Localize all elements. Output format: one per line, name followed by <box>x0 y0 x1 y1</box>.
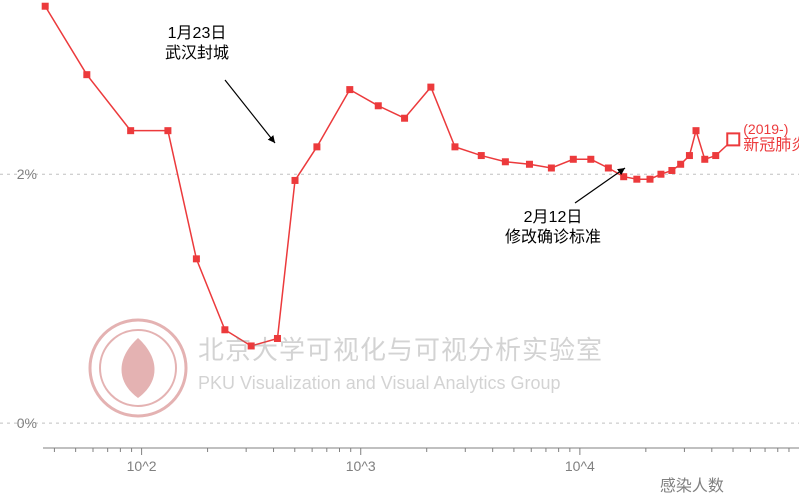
series-marker <box>713 153 719 159</box>
series-year: (2019-) <box>743 121 799 137</box>
annotation-line2: 武汉封城 <box>165 44 229 64</box>
annotation-line2: 修改确诊标准 <box>505 228 601 248</box>
series-line <box>45 6 716 346</box>
series-endpoint-label: (2019-) 新冠肺炎 <box>743 121 799 155</box>
series-marker <box>570 156 576 162</box>
series-marker <box>526 161 532 167</box>
series-marker <box>428 84 434 90</box>
annotation-line1: 2月12日 <box>505 208 601 228</box>
series-marker <box>292 177 298 183</box>
series-marker <box>693 128 699 134</box>
series-marker <box>686 153 692 159</box>
x-tick-label: 10^4 <box>565 458 595 474</box>
series-marker <box>274 335 280 341</box>
series-marker <box>165 128 171 134</box>
series-endpoint-marker <box>727 133 739 145</box>
x-tick-label: 10^3 <box>346 458 376 474</box>
series-marker <box>84 72 90 78</box>
series-marker <box>647 176 653 182</box>
series-marker <box>402 115 408 121</box>
series-marker <box>669 167 675 173</box>
annotation-arrow-criteria-change <box>575 168 625 203</box>
annotation-line1: 1月23日 <box>165 24 229 44</box>
series-marker <box>193 256 199 262</box>
series-marker <box>605 165 611 171</box>
series-marker <box>452 144 458 150</box>
annotation-criteria-change: 2月12日修改确诊标准 <box>505 208 601 248</box>
series-name: 新冠肺炎 <box>743 137 799 155</box>
x-tick-label: 10^2 <box>127 458 157 474</box>
series-marker <box>375 103 381 109</box>
series-marker <box>658 171 664 177</box>
y-tick-label: 0% <box>0 415 37 431</box>
x-axis-title: 感染人数 <box>660 472 724 496</box>
annotation-wuhan-lockdown: 1月23日武汉封城 <box>165 24 229 64</box>
y-tick-label: 2% <box>0 166 37 182</box>
series-marker <box>548 165 554 171</box>
series-marker <box>621 174 627 180</box>
series-marker <box>502 159 508 165</box>
series-marker <box>702 156 708 162</box>
series-marker <box>634 176 640 182</box>
series-marker <box>478 153 484 159</box>
series-marker <box>314 144 320 150</box>
chart-svg <box>0 0 799 504</box>
series-marker <box>588 156 594 162</box>
series-marker <box>248 343 254 349</box>
series-marker <box>222 327 228 333</box>
series-marker <box>128 128 134 134</box>
series-marker <box>678 161 684 167</box>
annotation-arrow-wuhan-lockdown <box>225 80 275 143</box>
series-marker <box>347 87 353 93</box>
series-marker <box>42 3 48 9</box>
